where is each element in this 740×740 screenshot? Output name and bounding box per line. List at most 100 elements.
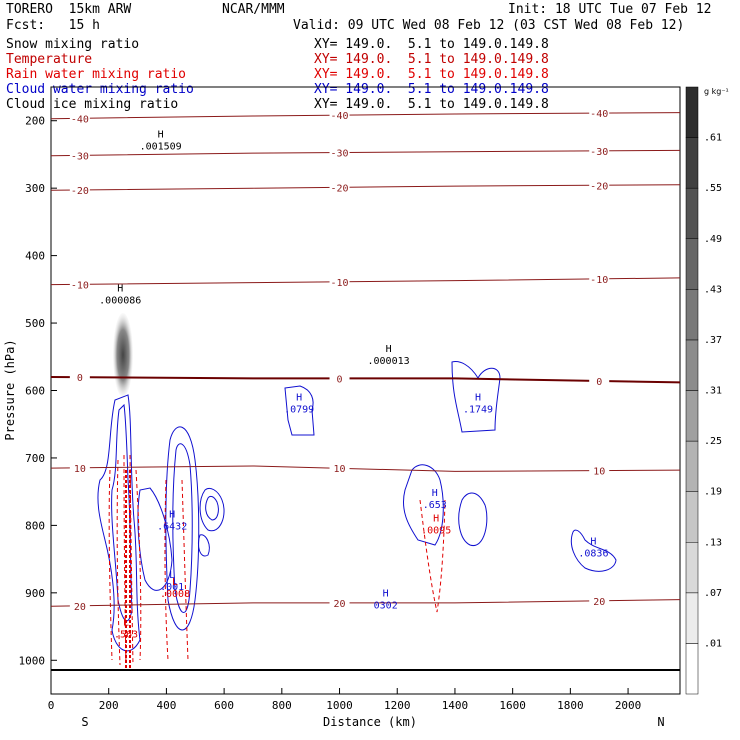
- temperature-contour-label: 0: [77, 373, 83, 384]
- extremum-marker: H: [296, 393, 302, 404]
- temperature-contour-label: -20: [590, 181, 608, 192]
- temperature-contour: [50, 465, 681, 472]
- temperature-contour-label: 20: [334, 599, 346, 610]
- field-temperature-name: Temperature: [6, 52, 93, 67]
- colorbar-segment: [685, 390, 699, 442]
- contour-label-bg: [329, 372, 350, 384]
- contour-label-bg: [329, 146, 350, 158]
- temperature-contours: -40 -40 -40 -30 -30 -30 -20 -20 -20 -10 -10 -10 0 0 0 1…: [50, 107, 681, 613]
- x-axis: 0 200 400 600 800 1000 1200 1400 1600 1800 2000: [48, 688, 642, 712]
- contour-label-bg: [589, 374, 610, 386]
- contour-label-bg: [589, 272, 610, 284]
- contour-label-bg: [329, 109, 350, 121]
- colorbar-label: .25: [704, 436, 722, 447]
- extremum-value: .0095: [421, 525, 451, 536]
- colorbar-segment: [685, 440, 699, 492]
- model-title: TORERO 15km ARW: [6, 2, 132, 17]
- field-cloudwater-xy: XY= 149.0. 5.1 to 149.0.149.8: [314, 82, 549, 97]
- extremum-value: .0836: [578, 548, 608, 559]
- colorbar-segment: [685, 339, 699, 391]
- field-snow-name: Snow mixing ratio: [6, 37, 140, 52]
- extremum-marker: H: [433, 513, 439, 524]
- x-tick-label: 2000: [615, 699, 642, 712]
- temperature-contour-label: -20: [71, 186, 89, 197]
- contour-label-bg: [589, 594, 610, 606]
- temperature-contour-label: 20: [74, 602, 86, 613]
- colorbar-segment: [685, 238, 699, 290]
- snow-shading: [113, 313, 133, 397]
- colorbar-label: .19: [704, 487, 722, 498]
- field-cloudice-name: Cloud ice mixing ratio: [6, 97, 179, 112]
- y-tick-label: 500: [25, 317, 45, 330]
- temperature-contour-label: -40: [590, 109, 608, 120]
- temperature-contour: [50, 376, 681, 384]
- colorbar-label: .07: [704, 588, 722, 599]
- temperature-contour: [50, 184, 681, 191]
- field-temperature-xy: XY= 149.0. 5.1 to 149.0.149.8: [314, 52, 549, 67]
- temperature-contour-label: -10: [331, 278, 349, 289]
- temperature-contour-label: -40: [71, 114, 89, 125]
- y-tick-label: 400: [25, 250, 45, 263]
- extremum-marker: H: [590, 536, 596, 547]
- contour-label-bg: [589, 107, 610, 119]
- temperature-contour-label: -30: [331, 149, 349, 160]
- y-tick-label: 900: [25, 587, 45, 600]
- valid-time: Valid: 09 UTC Wed 08 Feb 12 (03 CST Wed …: [293, 18, 685, 33]
- x-axis-title: Distance (km): [323, 715, 417, 729]
- colorbar-label: .31: [704, 386, 722, 397]
- temperature-contour-label: -20: [331, 183, 349, 194]
- colorbar-segment: [685, 491, 699, 543]
- contour-label-bg: [329, 275, 350, 287]
- extremum-value: .563: [114, 629, 138, 640]
- temperature-contour-label: 10: [593, 467, 605, 478]
- extremum-value: .653: [423, 500, 447, 511]
- x-tick-label: 600: [214, 699, 234, 712]
- extremum-marker: H: [383, 588, 389, 599]
- temperature-contour-label: -10: [590, 275, 608, 286]
- y-axis: 200 300 400 500 600 700 800 900 1000: [19, 115, 57, 667]
- colorbar-label: .49: [704, 234, 722, 245]
- extremum-marker: L: [123, 617, 129, 628]
- temperature-contour-label: -30: [590, 147, 608, 158]
- extremum-marker: H: [169, 509, 175, 520]
- extremum-value: .1749: [463, 405, 493, 416]
- field-rain-xy: XY= 149.0. 5.1 to 149.0.149.8: [314, 67, 549, 82]
- temperature-contour: [50, 277, 681, 286]
- colorbar-segment: [685, 592, 699, 644]
- extremum-marker: L: [172, 577, 178, 588]
- colorbar-segment: [685, 187, 699, 240]
- field-cloudice-xy: XY= 149.0. 5.1 to 149.0.149.8: [314, 97, 549, 112]
- colorbar-label: .37: [704, 335, 722, 346]
- y-tick-label: 200: [25, 115, 45, 128]
- colorbar-unit: g kg⁻¹: [704, 87, 729, 96]
- field-cloudwater-name: Cloud water mixing ratio: [6, 82, 194, 97]
- extremum-marker: H: [475, 393, 481, 404]
- x-tick-label: 1400: [442, 699, 469, 712]
- contour-label-bg: [69, 599, 90, 611]
- colorbar-label: .13: [704, 537, 722, 548]
- x-tick-label: 200: [99, 699, 119, 712]
- temperature-contour-label: -30: [71, 151, 89, 162]
- extremum-marker: H: [432, 488, 438, 499]
- contour-label-bg: [589, 179, 610, 191]
- colorbar-label: .55: [704, 183, 722, 194]
- extremum-value: .001509: [140, 142, 182, 153]
- temperature-contour-label: 0: [337, 374, 343, 385]
- extremum-marker: H: [158, 130, 164, 141]
- rain-core: [125, 470, 131, 668]
- x-tick-label: 400: [156, 699, 176, 712]
- colorbar: .01 .07 .13 .19 .25 .31 .37 .43 .49 .55 .61: [685, 86, 722, 695]
- colorbar-label: .43: [704, 284, 722, 295]
- extrema-labels: H.001509H.000086H.000013H.0799H.1749H.64…: [99, 130, 608, 641]
- extremum-value: .0799: [284, 405, 314, 416]
- colorbar-label: .01: [704, 638, 722, 649]
- contour-label-bg: [69, 112, 90, 124]
- extremum-value: 0302: [374, 600, 398, 611]
- rain-water-contours: [108, 454, 446, 666]
- contour-label-bg: [69, 278, 90, 290]
- cloud-water-contours: [97, 361, 617, 652]
- colorbar-segment: [685, 643, 699, 695]
- temperature-contour-label: 10: [334, 464, 346, 475]
- temperature-contour: [50, 149, 681, 157]
- colorbar-segment: [685, 289, 699, 341]
